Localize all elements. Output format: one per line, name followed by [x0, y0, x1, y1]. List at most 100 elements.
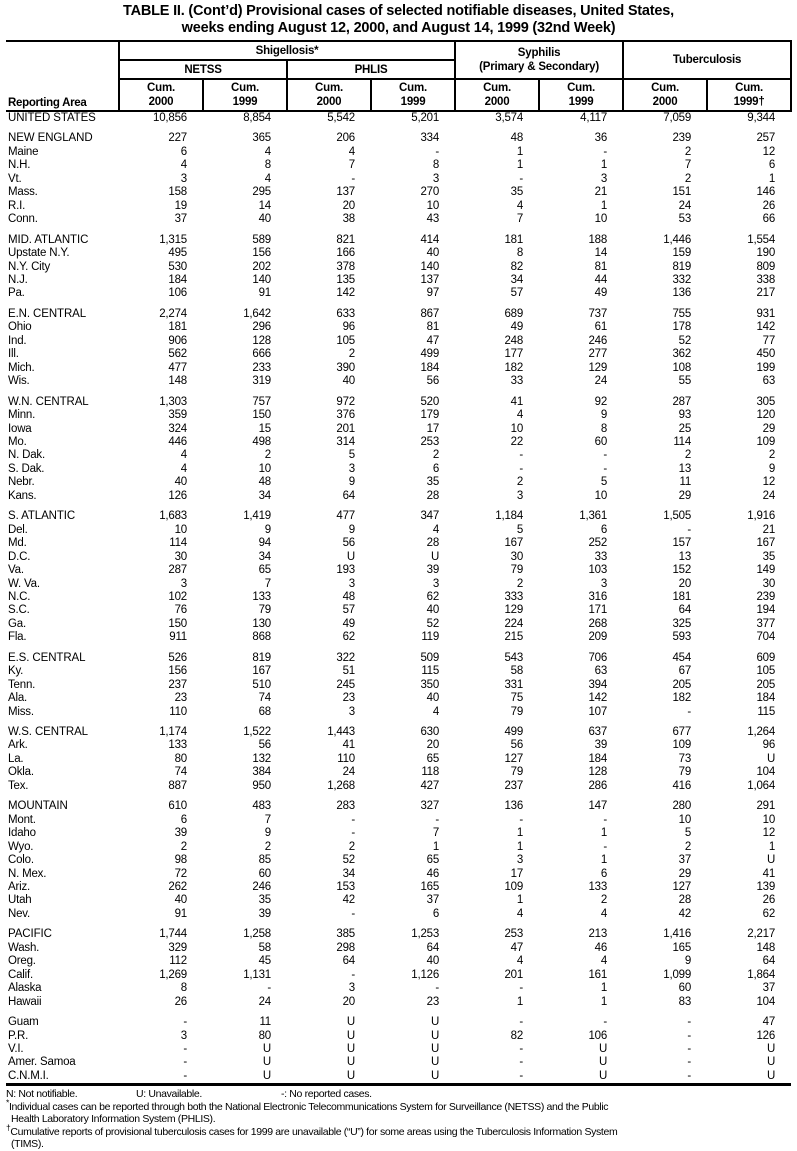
row-value-cell: -: [519, 1016, 524, 1029]
subgroup-header-phlis: PHLIS: [285, 60, 457, 80]
table-row: Utah 40 35 42 37 1 2 28 26: [6, 894, 791, 907]
row-value-cell: 40: [426, 604, 440, 617]
row-value-cell: 105: [336, 334, 355, 347]
row-value-cell: 47: [510, 941, 524, 954]
row-value-cell: 3,574: [495, 112, 524, 124]
row-value-cell: 3: [600, 172, 608, 185]
table-row: S. Dak. 4 10 3 6 - - 13 9: [6, 463, 791, 476]
column-header-shigellosis-phlis-2000: Cum. 2000: [286, 79, 372, 112]
row-value-cell: 206: [336, 132, 355, 145]
row-value-cell: -: [687, 523, 692, 536]
row-value-cell: 262: [168, 881, 187, 894]
row-value-cell: 182: [504, 361, 524, 374]
row-value-cell: 106: [588, 1029, 608, 1042]
row-area-label: Hawaii: [8, 995, 42, 1008]
row-value-cell: 454: [672, 651, 692, 664]
row-value-cell: U: [262, 1056, 271, 1069]
row-value-cell: 2: [516, 577, 524, 590]
row-value-cell: 376: [336, 409, 355, 422]
row-value-cell: 252: [588, 537, 608, 550]
row-value-cell: 8: [600, 422, 608, 435]
row-area-label: V.I.: [8, 1043, 24, 1055]
row-value-cell: 338: [756, 273, 776, 286]
row-value-cell: 333: [504, 590, 524, 603]
row-value-cell: 509: [420, 651, 440, 664]
row-value-cell: 1,916: [747, 510, 776, 523]
row-value-cell: 133: [588, 881, 608, 894]
row-value-cell: 76: [174, 604, 188, 617]
row-area-label: Mich.: [8, 361, 35, 374]
row-value-cell: 499: [504, 726, 524, 739]
row-value-cell: 49: [510, 321, 524, 334]
row-value-cell: -: [183, 1043, 187, 1055]
row-value-cell: 33: [594, 550, 608, 563]
row-value-cell: 2: [684, 449, 692, 462]
row-value-cell: 108: [672, 361, 692, 374]
row-value-cell: U: [598, 1043, 608, 1055]
title-line-1: TABLE II. (Cont’d) Provisional cases of …: [123, 3, 674, 19]
row-value-cell: 74: [258, 692, 272, 705]
row-value-cell: 171: [588, 604, 608, 617]
row-value-cell: 127: [672, 881, 692, 894]
table-row: Alaska 8 - 3 - - 1 60 37: [6, 982, 791, 995]
row-area-label: Iowa: [8, 422, 32, 435]
row-value-cell: 14: [258, 199, 272, 212]
row-value-cell: 931: [756, 307, 776, 320]
row-area-label: Md.: [8, 537, 27, 550]
table-row: Oreg. 112 45 64 40 4 4 9 64: [6, 955, 791, 968]
spacer-cell: [6, 645, 791, 652]
row-value-cell: 57: [510, 287, 524, 300]
row-value-cell: 10: [762, 813, 776, 826]
row-value-cell: 637: [588, 726, 608, 739]
row-value-cell: 1,419: [243, 510, 271, 523]
row-value-cell: 26: [762, 199, 776, 212]
table-row: Ark. 133 56 41 20 56 39 109 96: [6, 739, 791, 752]
row-value-cell: 1,099: [663, 968, 692, 981]
row-spacer: [6, 645, 791, 652]
row-value-cell: 3: [180, 577, 187, 590]
row-value-cell: 385: [336, 928, 355, 941]
row-value-cell: -: [267, 982, 271, 995]
row-spacer: [6, 793, 791, 800]
row-value-cell: 246: [252, 881, 271, 894]
table-row: Nev. 91 39 - 6 4 4 42 62: [6, 908, 791, 921]
syphilis-label: Syphilis: [517, 47, 561, 59]
table-row: Ky. 156 167 51 115 58 63 67 105: [6, 665, 791, 678]
row-area-label: Ark.: [8, 739, 28, 752]
row-value-cell: -: [687, 1043, 692, 1055]
cum-label: Cum.: [567, 82, 596, 94]
row-value-cell: 127: [504, 752, 524, 765]
row-value-cell: 96: [762, 739, 776, 752]
table-page: TABLE II. (Cont’d) Provisional cases of …: [6, 0, 793, 1150]
table-row: Guam - 11 U U - - - 47: [6, 1016, 791, 1029]
row-area-label: Ariz.: [8, 881, 31, 894]
cum-label: Cum.: [147, 82, 175, 94]
row-value-cell: 34: [342, 867, 356, 880]
row-value-cell: 26: [174, 995, 188, 1008]
table-row: Del. 10 9 9 4 5 6 - 21: [6, 524, 791, 537]
row-value-cell: 322: [336, 651, 355, 664]
row-value-cell: -: [603, 145, 608, 158]
row-value-cell: 1: [600, 995, 608, 1008]
row-value-cell: U: [539, 1069, 624, 1087]
row-value-cell: 6: [180, 145, 187, 158]
row-value-cell: 156: [168, 665, 187, 678]
row-value-cell: 37: [762, 982, 776, 995]
row-value-cell: 24: [762, 489, 776, 502]
row-value-cell: 277: [588, 348, 608, 361]
row-area-label: Mo.: [8, 435, 27, 448]
row-value-cell: 92: [594, 395, 608, 408]
row-value-cell: 9: [264, 827, 271, 840]
row-value-cell: -: [603, 813, 608, 826]
page-title: TABLE II. (Cont’d) Provisional cases of …: [6, 0, 791, 40]
row-value-cell: 34: [258, 550, 272, 563]
row-value-cell: 9,344: [747, 112, 776, 124]
row-value-cell: 4: [264, 145, 271, 158]
row-area-label: Idaho: [8, 827, 36, 840]
row-value-cell: 80: [258, 1029, 272, 1042]
row-value-cell: 58: [258, 941, 272, 954]
row-area-label: W.N. CENTRAL: [8, 395, 89, 408]
cum-label: Cum.: [651, 82, 680, 94]
row-value-cell: 4: [516, 409, 524, 422]
row-value-cell: 6: [600, 523, 608, 536]
